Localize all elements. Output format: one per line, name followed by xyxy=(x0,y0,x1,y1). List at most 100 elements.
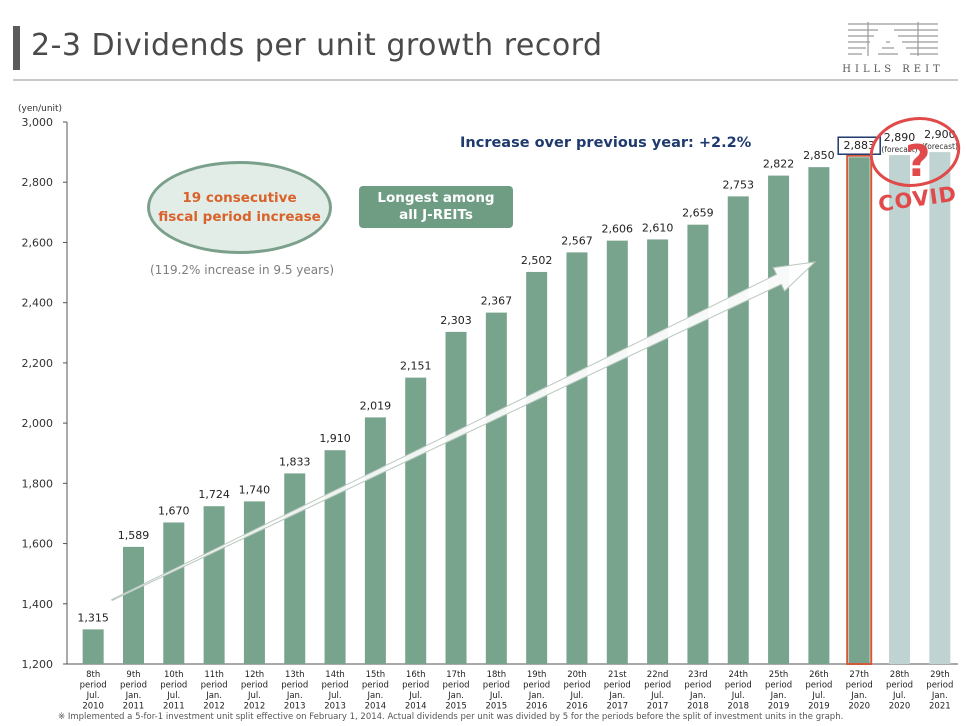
x-tick-label: Jul. xyxy=(408,691,422,701)
bar-value-label: 2,610 xyxy=(642,221,674,234)
y-tick-label: 2,600 xyxy=(22,236,54,249)
bar-value-label: 1,833 xyxy=(279,455,311,468)
x-tick-label: 2012 xyxy=(203,702,225,712)
y-tick-label: 2,800 xyxy=(22,176,54,189)
x-tick-label: 14th xyxy=(325,670,345,680)
x-tick-label: period xyxy=(684,681,711,691)
y-tick-label: 2,200 xyxy=(22,357,54,370)
bar xyxy=(82,629,104,664)
x-tick-label: 17th xyxy=(446,670,466,680)
y-tick-label: 1,400 xyxy=(22,598,54,611)
x-tick-label: 15th xyxy=(366,670,386,680)
title-divider xyxy=(13,79,958,81)
bar xyxy=(606,240,628,665)
x-tick-label: 2015 xyxy=(445,702,467,712)
x-tick-label: 2012 xyxy=(244,702,266,712)
x-tick-label: 27th xyxy=(849,670,869,680)
x-tick-label: period xyxy=(80,681,107,691)
x-tick-label: period xyxy=(523,681,550,691)
x-tick-label: period xyxy=(160,681,187,691)
x-tick-label: 2014 xyxy=(405,702,427,712)
x-tick-label: 12th xyxy=(245,670,265,680)
y-axis-label: (yen/unit) xyxy=(18,104,62,114)
x-tick-label: Jan. xyxy=(125,691,142,701)
x-tick-label: Jul. xyxy=(328,691,342,701)
x-tick-label: 2019 xyxy=(808,702,830,712)
x-tick-label: Jul. xyxy=(892,691,906,701)
x-tick-label: period xyxy=(483,681,510,691)
question-circle-icon: ? xyxy=(869,117,961,187)
x-tick-label: 25th xyxy=(769,670,789,680)
bar-value-label: 2,900 xyxy=(924,128,956,141)
bar xyxy=(808,167,830,664)
bar xyxy=(203,506,225,664)
x-tick-label: period xyxy=(886,681,913,691)
bar-value-label: 2,850 xyxy=(803,149,835,162)
x-tick-label: Jan. xyxy=(689,691,706,701)
x-tick-label: period xyxy=(442,681,469,691)
x-tick-label: 2015 xyxy=(486,702,508,712)
x-tick-label: 2020 xyxy=(848,702,870,712)
x-tick-label: Jan. xyxy=(205,691,222,701)
x-tick-label: period xyxy=(362,681,389,691)
y-tick-label: 3,000 xyxy=(22,116,54,129)
x-tick-label: 29th xyxy=(930,670,950,680)
x-tick-label: Jan. xyxy=(366,691,383,701)
yoy-increase-note: Increase over previous year: +2.2% xyxy=(460,135,752,151)
increase-percentage-note: (119.2% increase in 9.5 years) xyxy=(150,263,335,277)
x-tick-label: 2017 xyxy=(647,702,669,712)
growth-arrow-icon xyxy=(111,261,817,602)
x-tick-label: period xyxy=(201,681,228,691)
bar xyxy=(284,473,306,664)
bar-value-label: 2,303 xyxy=(440,314,472,327)
x-tick-label: 23rd xyxy=(688,670,708,680)
bar xyxy=(122,546,144,664)
logo-mark-icon xyxy=(848,22,938,56)
bar-value-label: 2,502 xyxy=(521,254,553,267)
x-tick-label: Jan. xyxy=(850,691,867,701)
x-tick-label: 13th xyxy=(285,670,305,680)
bar xyxy=(485,312,507,664)
x-tick-label: 2018 xyxy=(727,702,749,712)
x-tick-label: Jan. xyxy=(608,691,625,701)
x-tick-label: period xyxy=(281,681,308,691)
title-accent-bar xyxy=(13,26,20,70)
x-tick-label: period xyxy=(765,681,792,691)
x-tick-label: period xyxy=(402,681,429,691)
x-tick-label: Jul. xyxy=(731,691,745,701)
x-tick-label: Jul. xyxy=(489,691,503,701)
x-tick-label: 26th xyxy=(809,670,829,680)
x-tick-label: period xyxy=(604,681,631,691)
x-tick-label: period xyxy=(926,681,953,691)
x-tick-label: 2021 xyxy=(929,702,951,712)
y-tick-label: 2,000 xyxy=(22,417,54,430)
bar-value-label: 1,740 xyxy=(239,483,271,496)
x-tick-label: 2017 xyxy=(606,702,628,712)
x-tick-label: 2016 xyxy=(566,702,588,712)
x-tick-label: 21st xyxy=(608,670,627,680)
y-tick-label: 1,600 xyxy=(22,538,54,551)
bar xyxy=(405,377,427,664)
x-tick-label: period xyxy=(563,681,590,691)
x-tick-label: period xyxy=(725,681,752,691)
consecutive-increase-callout: 19 consecutive fiscal period increase xyxy=(147,161,332,254)
bar-value-label: 2,606 xyxy=(602,223,634,236)
x-tick-label: Jul. xyxy=(650,691,664,701)
x-tick-label: period xyxy=(322,681,349,691)
growth-arrow-shape xyxy=(111,261,817,602)
x-tick-label: 2013 xyxy=(284,702,306,712)
x-tick-label: period xyxy=(120,681,147,691)
x-tick-label: 22nd xyxy=(647,670,669,680)
bar xyxy=(889,155,911,664)
split-footnote: ※ Implemented a 5-for-1 investment unit … xyxy=(58,712,844,722)
page-title: 2-3 Dividends per unit growth record xyxy=(31,28,603,63)
x-tick-label: 28th xyxy=(890,670,910,680)
bar xyxy=(647,239,669,664)
x-tick-label: 2011 xyxy=(163,702,185,712)
bar-value-label: 2,367 xyxy=(481,295,513,308)
highlight-bar-outline xyxy=(846,154,873,665)
x-tick-label: period xyxy=(805,681,832,691)
bar-value-label: 2,567 xyxy=(561,234,593,247)
bar xyxy=(566,252,588,664)
